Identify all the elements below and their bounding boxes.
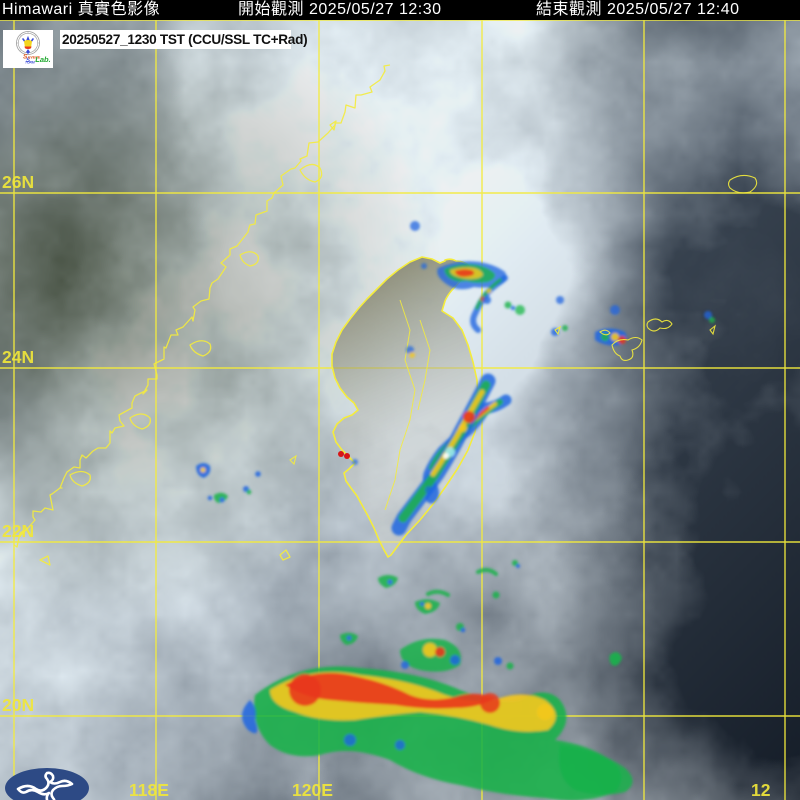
- svg-text:118E: 118E: [129, 780, 169, 800]
- svg-text:20N: 20N: [2, 695, 34, 715]
- svg-text:26N: 26N: [2, 172, 34, 192]
- svg-text:22N: 22N: [2, 521, 34, 541]
- svg-text:12: 12: [751, 780, 771, 800]
- svg-text:TORM: TORM: [25, 61, 35, 65]
- svg-text:24N: 24N: [2, 347, 34, 367]
- svg-text:120E: 120E: [292, 780, 333, 800]
- svg-text:Lab.: Lab.: [35, 55, 50, 64]
